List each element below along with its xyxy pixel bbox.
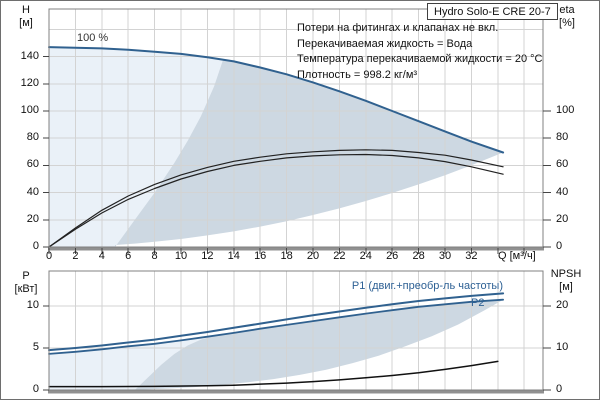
x-tick-label: 32 <box>465 250 478 262</box>
p2-curve-label: P2 <box>471 297 485 309</box>
curve-p1-motor-plus-frequency-converter <box>48 292 505 352</box>
y-right-tick-label: 10 <box>556 341 569 353</box>
qh-area-light <box>49 47 224 247</box>
p-axis-unit: [кВт] <box>14 283 38 295</box>
y-right-tick-label: 80 <box>556 131 569 144</box>
x-tick-label: 26 <box>386 250 399 262</box>
y-left-tick-label: 0 <box>32 383 39 395</box>
operating-envelope <box>115 59 504 247</box>
p-axis-symbol: P <box>22 270 30 282</box>
h-axis-unit: [м] <box>19 17 33 29</box>
chart-title: Hydro Solo-E CRE 20-7 <box>427 3 558 20</box>
p1-curve-label: P1 (двиг.+преобр-ль частоты) <box>351 280 503 292</box>
q-axis-label: Q [м³/ч] <box>498 250 536 262</box>
x-tick-label: 12 <box>201 250 214 262</box>
y-left-tick-label: 5 <box>32 341 39 353</box>
eta-axis-symbol: eta <box>559 4 575 16</box>
annotation-line: Плотность = 998.2 кг/м³ <box>297 68 418 81</box>
x-tick-label: 0 <box>45 250 53 262</box>
curve-head-100pct-speed <box>48 46 505 154</box>
annotations-block: Потери на фитингах и клапанах не вкл. Пер… <box>297 21 542 83</box>
power-area-light <box>49 335 214 390</box>
x-tick-label: 20 <box>306 250 320 262</box>
annotation-line: Потери на фитингах и клапанах не вкл. <box>297 22 499 34</box>
y-right-tick-label: 40 <box>556 185 569 198</box>
curve-eta-lower <box>48 153 504 248</box>
power-operating-envelope <box>134 299 504 390</box>
y-right-tick-label: 0 <box>556 383 563 395</box>
y-left-tick-label: 0 <box>32 240 39 252</box>
y-left-tick-label: 120 <box>20 76 39 89</box>
y-right-tick-label: 20 <box>556 299 569 311</box>
y-left-tick-label: 80 <box>26 131 39 144</box>
npsh-axis-symbol: NPSH <box>550 268 582 280</box>
npsh-axis-unit: [м] <box>559 281 573 293</box>
x-tick-label: 2 <box>72 250 79 262</box>
y-right-tick-label: 20 <box>556 212 569 225</box>
curve-eta-upper <box>48 149 504 248</box>
npsh-axis-label: NPSH [м] <box>537 268 595 294</box>
annotation-line: Температура перекачиваемой жидкости = 20… <box>297 53 543 65</box>
x-tick-label: 18 <box>280 250 293 262</box>
y-right-tick-label: 100 <box>556 104 575 116</box>
x-tick-label: 4 <box>98 250 105 262</box>
eta-axis-label: eta [%] <box>547 4 587 30</box>
y-right-tick-label: 0 <box>556 240 563 252</box>
x-tick-label: 10 <box>174 250 188 262</box>
x-tick-label: 22 <box>333 250 346 262</box>
x-tick-label: 14 <box>227 250 240 262</box>
y-right-tick-label: 60 <box>556 158 569 171</box>
p-axis-label: P [кВт] <box>5 270 47 296</box>
x-tick-label: 6 <box>125 250 132 262</box>
curve-npsh <box>48 360 499 388</box>
y-left-tick-label: 140 <box>20 49 39 62</box>
x-tick-label: 28 <box>412 250 425 262</box>
x-tick-label: 24 <box>359 250 372 262</box>
h-axis-symbol: H <box>22 4 30 16</box>
y-left-tick-label: 100 <box>20 104 39 116</box>
curve-p2-shaft-power <box>48 298 505 355</box>
h-axis-label: H [м] <box>9 4 43 30</box>
speed-100pct-label: 100 % <box>77 32 109 44</box>
eta-axis-unit: [%] <box>559 17 575 29</box>
y-left-tick-label: 40 <box>26 185 39 198</box>
y-left-tick-label: 10 <box>26 299 39 311</box>
y-left-tick-label: 60 <box>26 158 39 171</box>
x-tick-label: 16 <box>254 250 267 262</box>
annotation-line: Перекачиваемая жидкость = Вода <box>297 37 473 50</box>
y-left-tick-label: 20 <box>26 212 39 225</box>
x-tick-label: 30 <box>438 250 452 262</box>
x-tick-label: 8 <box>151 250 158 262</box>
